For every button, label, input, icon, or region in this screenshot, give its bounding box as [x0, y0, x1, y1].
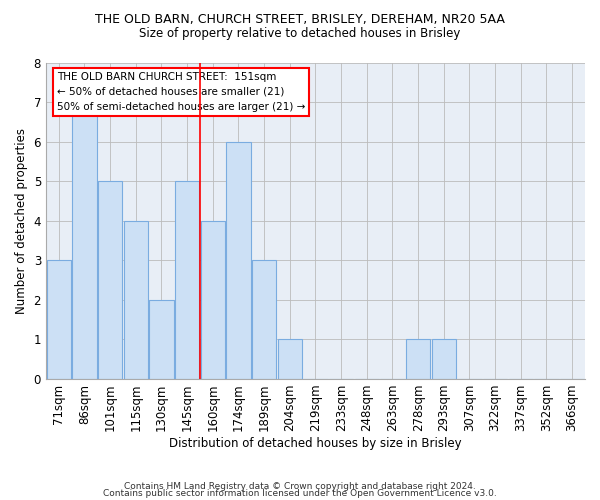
Text: Contains HM Land Registry data © Crown copyright and database right 2024.: Contains HM Land Registry data © Crown c… [124, 482, 476, 491]
Bar [278, 340, 302, 379]
Y-axis label: Number of detached properties: Number of detached properties [15, 128, 28, 314]
Bar [175, 181, 199, 379]
Text: THE OLD BARN, CHURCH STREET, BRISLEY, DEREHAM, NR20 5AA: THE OLD BARN, CHURCH STREET, BRISLEY, DE… [95, 12, 505, 26]
Bar [252, 260, 277, 379]
Bar [98, 181, 122, 379]
Bar [47, 260, 71, 379]
Text: THE OLD BARN CHURCH STREET:  151sqm
← 50% of detached houses are smaller (21)
50: THE OLD BARN CHURCH STREET: 151sqm ← 50%… [56, 72, 305, 112]
Bar [72, 102, 97, 379]
Bar [431, 340, 456, 379]
Bar [200, 220, 225, 379]
Bar [124, 220, 148, 379]
Bar [406, 340, 430, 379]
Bar [149, 300, 173, 379]
Text: Size of property relative to detached houses in Brisley: Size of property relative to detached ho… [139, 28, 461, 40]
Text: Contains public sector information licensed under the Open Government Licence v3: Contains public sector information licen… [103, 490, 497, 498]
X-axis label: Distribution of detached houses by size in Brisley: Distribution of detached houses by size … [169, 437, 462, 450]
Bar [226, 142, 251, 379]
